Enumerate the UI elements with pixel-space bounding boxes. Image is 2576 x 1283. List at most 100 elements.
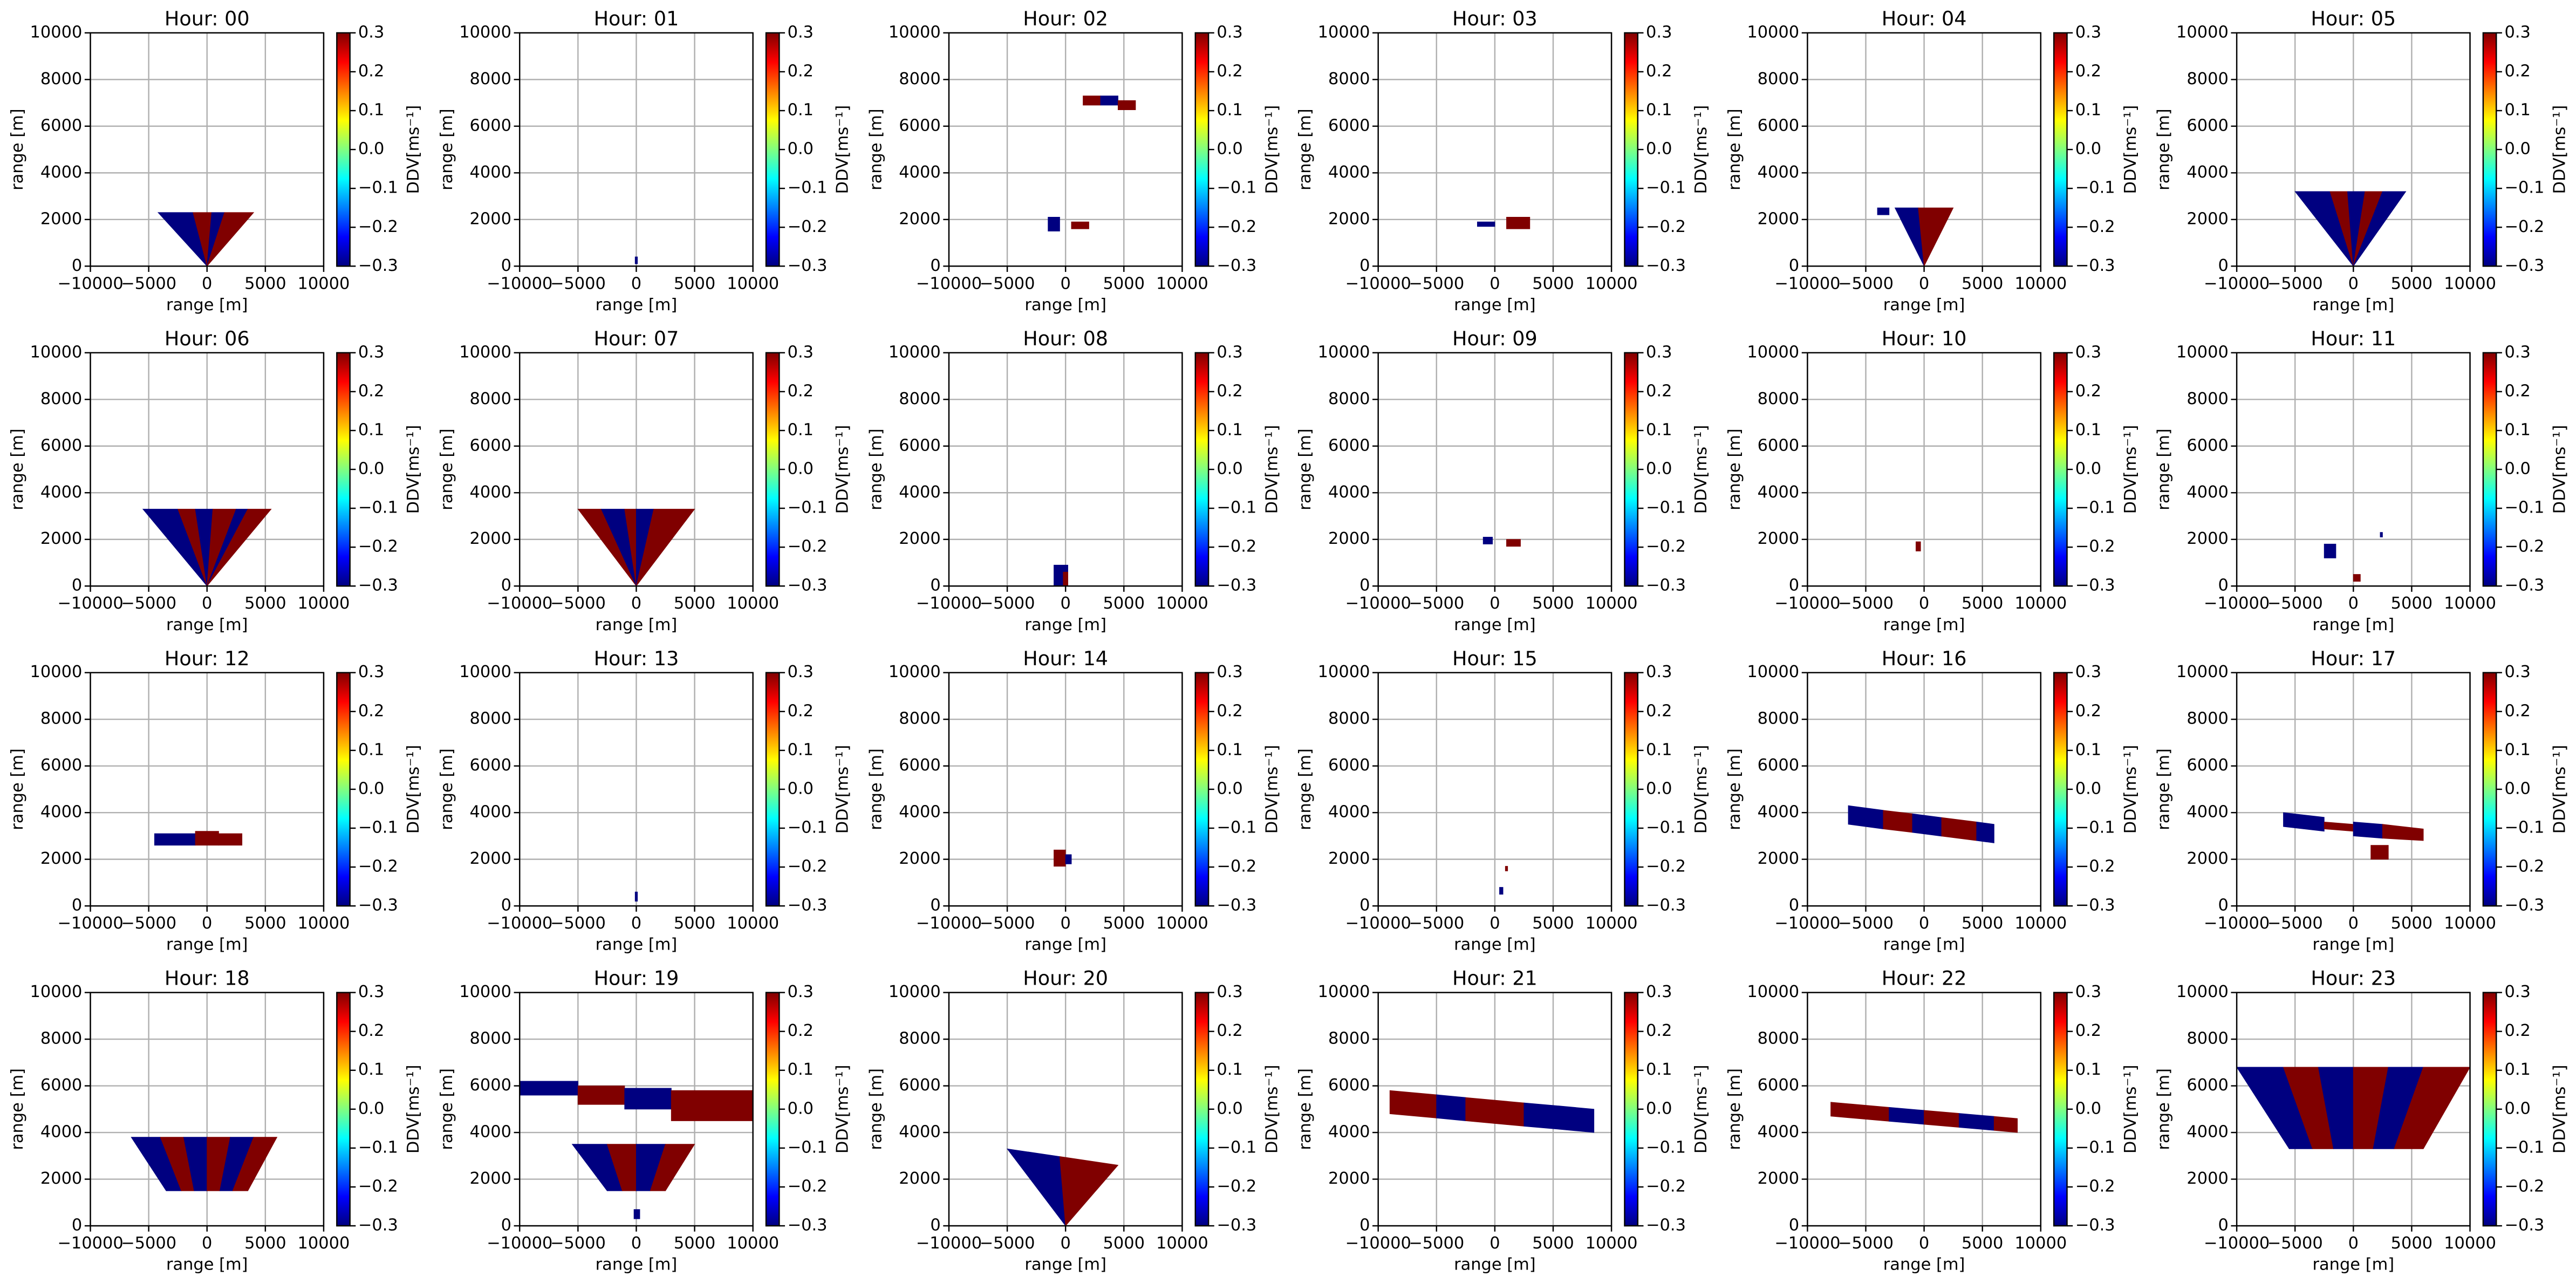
colorbar-label: DDV[ms⁻¹] <box>404 745 423 834</box>
x-tick-label: −10000 <box>57 1234 123 1253</box>
x-tick-label: 5000 <box>1532 914 1574 933</box>
colorbar-label: DDV[ms⁻¹] <box>2121 1064 2140 1154</box>
ddv-patch <box>232 1137 278 1191</box>
y-axis-label: range [m] <box>8 1068 27 1150</box>
colorbar-tick-label: 0.2 <box>1217 381 1242 400</box>
x-tick-label: −10000 <box>1345 914 1411 933</box>
x-tick-label: −5000 <box>980 274 1035 293</box>
axes-frame <box>519 352 754 587</box>
ddv-patch <box>2324 821 2354 832</box>
data-layer <box>2294 191 2407 267</box>
y-tick-label: 10000 <box>1747 343 1799 361</box>
y-tick-label: 0 <box>72 1216 82 1235</box>
y-axis-label: range [m] <box>2155 748 2174 830</box>
colorbar-tick-label: 0.3 <box>2504 982 2530 1001</box>
x-tick-label: −5000 <box>1409 594 1464 613</box>
y-tick-label: 10000 <box>889 663 941 681</box>
y-tick-label: 0 <box>1789 1216 1799 1235</box>
chart-title: Hour: 17 <box>2311 647 2396 670</box>
y-tick-label: 4000 <box>1758 163 1799 182</box>
x-tick-label: −5000 <box>1838 1234 1894 1253</box>
ddv-patch <box>1389 1090 1437 1118</box>
colorbar-tick-label: 0.2 <box>788 1021 814 1040</box>
y-tick-label: 10000 <box>1318 663 1370 681</box>
x-tick-label: 5000 <box>2391 594 2432 613</box>
colorbar-tick-label: −0.1 <box>1646 499 1686 517</box>
x-tick-label: 0 <box>202 914 212 933</box>
colorbar <box>765 992 780 1227</box>
y-tick-label: 2000 <box>40 529 82 548</box>
colorbar-tick-label: −0.1 <box>1217 1138 1256 1157</box>
colorbar-tick-label: 0.1 <box>2075 101 2101 120</box>
colorbar-tick-label: −0.1 <box>788 179 828 197</box>
colorbar-tick-label: −0.1 <box>788 499 828 517</box>
colorbar <box>1624 672 1639 907</box>
axes-frame <box>90 352 325 587</box>
y-tick-label: 8000 <box>2186 1029 2228 1048</box>
y-tick-label: 6000 <box>1328 756 1370 775</box>
x-tick-label: 10000 <box>2014 594 2067 613</box>
y-axis-label: range [m] <box>2155 1068 2174 1150</box>
y-tick-label: 0 <box>501 1216 511 1235</box>
x-tick-label: 10000 <box>727 274 779 293</box>
x-tick-label: −10000 <box>2204 594 2270 613</box>
ddv-patch <box>2370 845 2389 860</box>
y-axis-label: range [m] <box>866 1068 885 1150</box>
ddv-patch <box>2283 812 2325 832</box>
colorbar-tick-label: 0.1 <box>788 420 814 439</box>
x-tick-label: −10000 <box>1345 274 1411 293</box>
y-tick-label: 2000 <box>899 529 940 548</box>
y-tick-label: 0 <box>930 896 940 915</box>
x-tick-label: −10000 <box>57 914 123 933</box>
colorbar-tick-label: 0.0 <box>2075 779 2101 798</box>
y-tick-label: 10000 <box>30 663 82 681</box>
ddv-patch <box>1959 1113 1994 1131</box>
x-tick-label: 0 <box>2348 594 2359 613</box>
x-tick-label: 0 <box>1060 274 1070 293</box>
y-tick-label: 10000 <box>1747 982 1799 1001</box>
y-tick-label: 4000 <box>2186 163 2228 182</box>
colorbar-tick-label: −0.1 <box>2504 818 2544 837</box>
y-tick-label: 6000 <box>40 756 82 775</box>
ddv-patch <box>1063 571 1068 586</box>
colorbar-tick-label: 0.3 <box>1646 663 1672 681</box>
ddv-patch <box>1048 217 1060 231</box>
x-axis-label: range [m] <box>2313 616 2395 634</box>
colorbar-tick-label: 0.1 <box>788 740 814 759</box>
colorbar-tick-label: 0.2 <box>2075 62 2101 80</box>
ddv-patch <box>1848 805 1884 829</box>
colorbar-tick-label: −0.3 <box>1646 896 1686 915</box>
colorbar <box>1194 32 1210 267</box>
ddv-patch <box>1071 221 1089 229</box>
y-tick-label: 8000 <box>899 70 940 88</box>
data-layer <box>1389 1090 1595 1133</box>
y-axis-label: range [m] <box>1296 748 1315 830</box>
ddv-patch <box>218 833 243 846</box>
x-tick-label: 5000 <box>1962 914 2003 933</box>
ddv-patch <box>1916 541 1921 551</box>
x-tick-label: 0 <box>631 594 641 613</box>
y-tick-label: 10000 <box>30 23 82 42</box>
y-tick-label: 0 <box>2218 1216 2229 1235</box>
y-tick-label: 6000 <box>40 116 82 135</box>
y-tick-label: 8000 <box>470 390 511 408</box>
x-axis-label: range [m] <box>596 936 678 954</box>
y-axis-label: range [m] <box>1296 108 1315 190</box>
x-tick-label: −10000 <box>916 914 982 933</box>
colorbar-tick-label: 0.0 <box>1646 140 1672 159</box>
ddv-patch <box>1059 1156 1119 1226</box>
y-tick-label: 8000 <box>1758 709 1799 728</box>
x-tick-label: 0 <box>1919 594 1929 613</box>
y-tick-label: 2000 <box>40 1169 82 1188</box>
x-tick-label: 5000 <box>1532 1234 1574 1253</box>
x-tick-label: 10000 <box>1586 1234 1638 1253</box>
colorbar-tick-label: 0.0 <box>1646 1099 1672 1118</box>
colorbar-tick-label: 0.2 <box>2504 701 2530 720</box>
colorbar-tick-label: −0.3 <box>2075 896 2115 915</box>
y-axis-label: range [m] <box>8 428 27 510</box>
x-axis-label: range [m] <box>1883 616 1965 634</box>
y-tick-label: 4000 <box>1328 483 1370 502</box>
colorbar-tick-label: 0.1 <box>1217 420 1242 439</box>
y-tick-label: 0 <box>72 576 82 595</box>
y-tick-label: 2000 <box>1328 529 1370 548</box>
